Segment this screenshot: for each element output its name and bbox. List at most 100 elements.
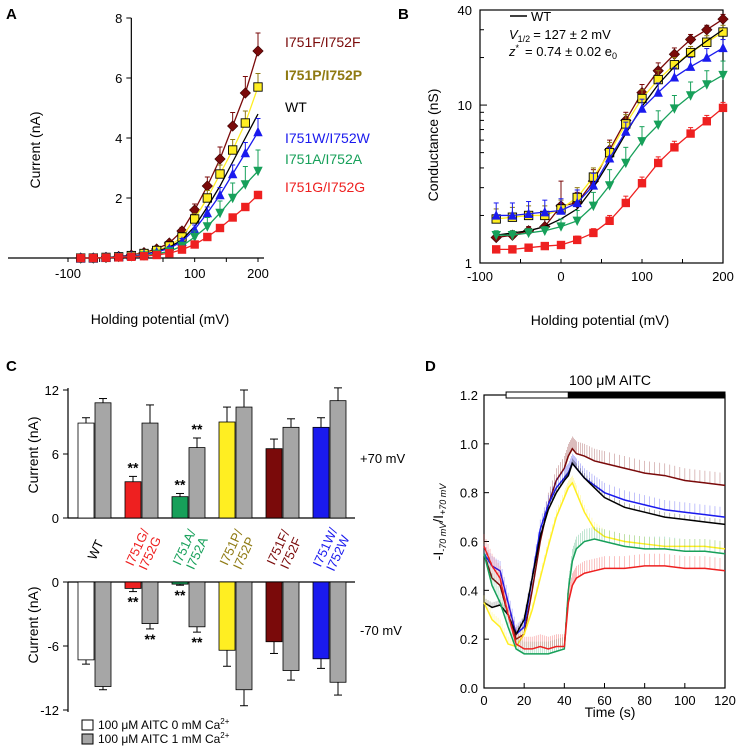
panel-c-bottom-bar [141,581,159,624]
panel-c-label-minus70: -70 mV [360,623,402,638]
panel-b-ytick-label: 40 [458,3,472,18]
panel-a-point-i751p-i752p [215,169,225,179]
panel-b-xtick-label: 200 [712,269,734,284]
panel-d-ytick-label: 0.8 [460,486,478,501]
panel-b-point-i751w-i752w [507,210,518,220]
panel-a-point-i751g-i752g [190,240,199,249]
panel-b-point-i751a-i752a [685,91,696,101]
panel-c-categories: WT I751G/I752G I751A/I752A I751P/I752P I751F… [84,525,352,573]
panel-b-point-i751a-i752a [540,226,550,236]
panel-d-xtick-label: 80 [637,693,651,708]
panel-a-series [75,32,264,264]
panel-d-series [483,436,726,655]
panel-c-ylabel-top: Current (nA) [25,416,41,493]
panel-d-ylabel: -I-70 mV/I+70 mV [430,483,448,561]
v-subscript: 1/2 [518,34,531,44]
panel-c-top-ytick-label: 12 [45,383,59,398]
panel-b-point-i751g-i752g [492,245,501,254]
panel-b-annotation-z: z* = 0.74 ± 0.02 e0 [508,43,617,61]
panel-b-point-i751a-i752a [621,158,631,169]
panel-a-ytick-label: 4 [115,131,122,146]
panel-a-legend-wt: WT [285,99,307,115]
panel-b-point-i751w-i752w [540,206,550,217]
panel-d-bar-open [505,391,569,399]
panel-b-point-i751g-i752g [718,103,728,113]
panel-d-xtick-label: 0 [480,693,487,708]
panel-d-stimulus-bar [505,391,726,399]
legend-swatch-0ca [81,719,94,731]
panel-b-point-i751a-i752a [507,230,518,241]
panel-a-point-i751a-i752a [227,193,238,204]
panel-c-top-bar [171,496,189,519]
panel-d-line-i751w-i752w [483,461,726,636]
panel-d-line-wt [483,461,726,637]
panel-a-point-i751w-i752w [227,168,238,179]
panel-b-point-i751g-i752g [621,198,630,208]
panel-b-point-i751g-i752g [508,245,517,254]
panel-b-ylabel: Conductance (nS) [425,89,441,202]
panel-c-top-bar [124,481,142,519]
panel-b-point-i751a-i752a [604,181,615,191]
panel-a-point-i751g-i752g [152,250,161,260]
panel-c-category-line: WT [84,537,106,562]
panel-a-ytick-label: 8 [115,11,122,26]
panel-c-bottom-ytick-label: -12 [40,703,59,718]
panel-b-point-i751a-i752a [653,120,663,131]
panel-c-bottom-bar [329,581,347,683]
panel-a-xtick-label: 100 [184,266,206,281]
panel-c-bottom-bar [124,581,142,589]
v12-value: = 127 ± 2 mV [533,27,611,42]
panel-c-bottom-bar [282,581,300,671]
panel-b-point-i751g-i752g [605,216,614,226]
panel-a-point-i751w-i752w [253,126,263,137]
panel-c-bottom-bar [265,581,283,643]
panel-b-point-i751f-i752f [701,24,713,36]
panel-b-xtick-label: 100 [631,269,653,284]
panel-a-point-i751a-i752a [202,222,213,232]
panel-c-top-bar [265,448,283,519]
panel-c-bottom-bar [188,581,206,628]
panel-c-top-bar [235,406,253,519]
panel-b-point-i751g-i752g [540,241,549,251]
panel-b-point-i751g-i752g [670,143,679,152]
panel-c-bottom-bar [77,581,95,661]
panel-c-top-bar [188,447,206,519]
panel-a-legend-i751p-i752p: I751P/I752P [285,67,362,83]
panel-d-line-i751p-i752p [483,481,726,648]
panel-a-point-i751w-i752w [202,207,213,218]
legend-swatch-1ca [81,733,94,745]
panel-a-point-i751g-i752g [89,253,98,263]
panel-a-legend-i751g-i752g: I751G/I752G [285,179,365,195]
panel-a-ylabel: Current (nA) [27,111,43,188]
v-symbol: V [509,27,519,42]
panel-c-bottom-bar [312,581,330,660]
panel-b-ytick-label: 1 [465,256,472,271]
panel-b-line-i751p-i752p [496,31,724,220]
panel-d-ytick-label: 1.0 [460,437,478,452]
panel-b-point-i751w-i752w [637,103,647,113]
ylabel-part-2: -70 mV [438,522,448,552]
z-symbol: z [508,44,516,59]
ylabel-part-4: +70 mV [438,483,448,515]
panel-a-point-i751w-i752w [215,189,225,200]
panel-a-axes [8,18,264,259]
panel-c-top-significance: ** [128,459,139,475]
panel-b-point-i751w-i752w [669,72,680,82]
panel-a-point-i751g-i752g [101,253,111,262]
panel-c-top-bar [282,426,300,519]
panel-a-point-i751p-i752p [253,82,263,92]
panel-a-xlabel: Holding potential (mV) [91,311,230,327]
panel-c-top-bar [329,400,347,519]
panel-b-ticks: 1 10 40 -100 0 100 200 [458,3,734,284]
panel-c-bottom-significance: ** [145,631,156,647]
panel-c-top-ytick-label: 0 [52,511,59,526]
panel-a-point-i751g-i752g [127,252,136,261]
panel-a-xtick-label: -100 [55,266,81,281]
panel-b-point-i751w-i752w [653,87,663,97]
panel-d-xtick-label: 100 [674,693,696,708]
panel-b-chart: 1 10 40 -100 0 100 200 Conductance (nS) Holdin… [425,3,734,328]
panel-a-legend: I751F/I752F I751P/I752P WT I751W/I752W I751A… [285,34,371,195]
panel-b-xtick-label: 0 [557,269,564,284]
panel-c-top-significance: ** [192,421,203,437]
panel-a-legend-i751a-i752a: I751A/I752A [285,151,363,167]
